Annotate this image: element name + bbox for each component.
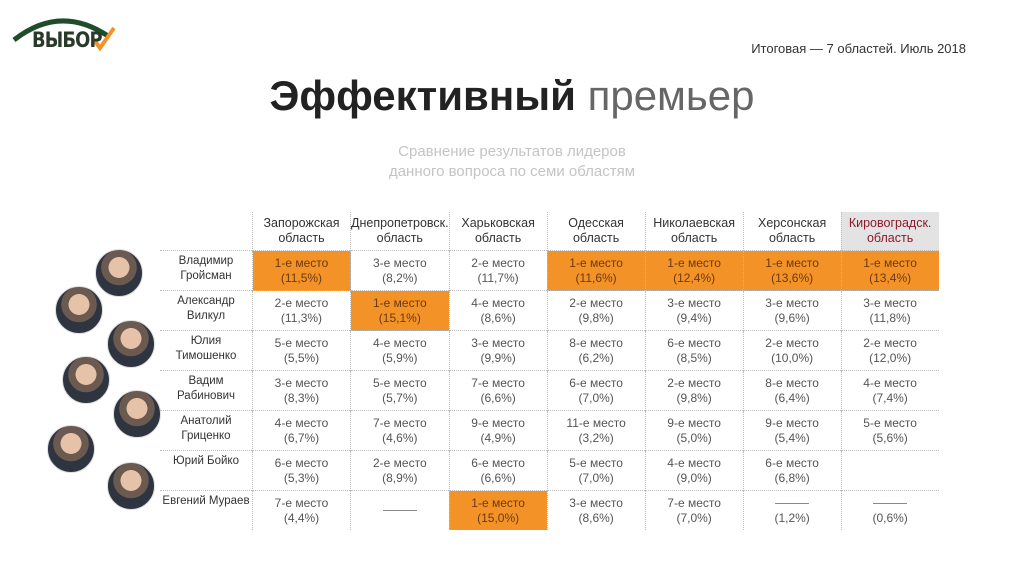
results-table: Запорожская область Днепропетровск. область… xyxy=(160,212,939,530)
result-cell: 1-е место (13,4%) xyxy=(840,250,939,291)
avatar-gritsenko xyxy=(113,390,161,438)
column-header: Харьковская область xyxy=(448,212,548,251)
avatar-tymoshenko xyxy=(107,320,155,368)
candidate-name: Евгений Мураев xyxy=(160,490,253,530)
corner-cell xyxy=(160,212,253,251)
table-row: Владимир Гройсман 1-е место (11,5%) 3-е мест… xyxy=(160,250,939,291)
result-cell: 2-е место (10,0%) xyxy=(742,330,842,371)
table-row: Вадим Рабинович 3-е место (8,3%) 5-е место (5… xyxy=(160,370,939,411)
result-cell: 7-е место (7,0%) xyxy=(644,490,744,530)
result-cell: 5-е место (5,5%) xyxy=(252,330,351,371)
result-cell: 5-е место (7,0%) xyxy=(546,450,646,491)
result-cell: 7-е место (4,4%) xyxy=(252,490,351,530)
column-header: Днепропетровск. область xyxy=(350,212,450,251)
result-cell: (1,2%) xyxy=(742,490,842,530)
column-header: Николаевская область xyxy=(644,212,744,251)
result-cell: 2-е место (9,8%) xyxy=(644,370,744,411)
no-rank-dash xyxy=(873,502,908,504)
result-cell: 3-е место (9,9%) xyxy=(448,330,548,371)
table-row: Евгений Мураев 7-е место (4,4%) 1-е место (1… xyxy=(160,490,939,530)
avatar-rabinovich xyxy=(62,356,110,404)
candidate-name: Анатолий Гриценко xyxy=(160,410,253,451)
candidate-name: Вадим Рабинович xyxy=(160,370,253,411)
result-cell: 6-е место (6,6%) xyxy=(448,450,548,491)
result-cell: 1-е место (15,0%) xyxy=(448,490,548,530)
column-header: Запорожская область xyxy=(252,212,351,251)
result-cell: 8-е место (6,4%) xyxy=(742,370,842,411)
candidate-name: Юрий Бойко xyxy=(160,450,253,491)
result-cell: 1-е место (11,5%) xyxy=(252,250,351,291)
result-cell: 2-е место (11,7%) xyxy=(448,250,548,291)
result-cell xyxy=(840,450,939,491)
result-cell: 4-е место (6,7%) xyxy=(252,410,351,451)
result-cell: 1-е место (11,6%) xyxy=(546,250,646,291)
result-cell: 1-е место (12,4%) xyxy=(644,250,744,291)
column-header: Кировоградск. область xyxy=(840,212,939,251)
result-cell: 7-е место (6,6%) xyxy=(448,370,548,411)
result-cell: 5-е место (5,6%) xyxy=(840,410,939,451)
result-cell: 4-е место (5,9%) xyxy=(350,330,450,371)
result-cell: 4-е место (9,0%) xyxy=(644,450,744,491)
result-cell: 1-е место (13,6%) xyxy=(742,250,842,291)
result-cell: 6-е место (6,8%) xyxy=(742,450,842,491)
table-row: Александр Вилкул 2-е место (11,3%) 1-е место… xyxy=(160,290,939,331)
candidate-name: Владимир Гройсман xyxy=(160,250,253,291)
result-cell: 9-е место (5,4%) xyxy=(742,410,842,451)
table-row: Юлия Тимошенко 5-е место (5,5%) 4-е место (5,… xyxy=(160,330,939,371)
page-subtitle: Сравнение результатов лидеров данного воп… xyxy=(388,143,636,180)
no-rank-dash xyxy=(382,510,417,512)
result-cell: 5-е место (5,7%) xyxy=(350,370,450,411)
result-cell: 3-е место (11,8%) xyxy=(840,290,939,331)
result-cell: 9-е место (4,9%) xyxy=(448,410,548,451)
result-cell: 2-е место (12,0%) xyxy=(840,330,939,371)
table-row: Юрий Бойко 6-е место (5,3%) 2-е место (8,9%)… xyxy=(160,450,939,491)
result-cell: 8-е место (6,2%) xyxy=(546,330,646,371)
result-cell: 6-е место (7,0%) xyxy=(546,370,646,411)
avatar-vilkul xyxy=(55,286,103,334)
result-cell: 3-е место (8,2%) xyxy=(350,250,450,291)
result-cell: 6-е место (8,5%) xyxy=(644,330,744,371)
table-row: Анатолий Гриценко 4-е место (6,7%) 7-е место… xyxy=(160,410,939,451)
vybor-logo: ВЫБОР xyxy=(10,10,120,52)
result-cell: (0,6%) xyxy=(840,490,939,530)
avatar-muraev xyxy=(107,462,155,510)
result-cell: 2-е место (9,8%) xyxy=(546,290,646,331)
candidate-name: Александр Вилкул xyxy=(160,290,253,331)
result-cell: 4-е место (8,6%) xyxy=(448,290,548,331)
result-cell: 9-е место (5,0%) xyxy=(644,410,744,451)
report-caption: Итоговая — 7 областей. Июль 2018 xyxy=(751,41,966,56)
result-cell: 2-е место (8,9%) xyxy=(350,450,450,491)
avatar-boyko xyxy=(47,425,95,473)
result-cell: 7-е место (4,6%) xyxy=(350,410,450,451)
result-cell: 3-е место (8,6%) xyxy=(546,490,646,530)
result-cell: 6-е место (5,3%) xyxy=(252,450,351,491)
result-cell: 1-е место (15,1%) xyxy=(350,290,450,331)
result-cell: 3-е место (9,6%) xyxy=(742,290,842,331)
candidate-name: Юлия Тимошенко xyxy=(160,330,253,371)
no-rank-dash xyxy=(775,502,810,504)
page-title: Эффективный премьер xyxy=(269,72,755,119)
result-cell: 2-е место (11,3%) xyxy=(252,290,351,331)
result-cell: 4-е место (7,4%) xyxy=(840,370,939,411)
result-cell: 11-е место (3,2%) xyxy=(546,410,646,451)
result-cell: 3-е место (9,4%) xyxy=(644,290,744,331)
result-cell: 3-е место (8,3%) xyxy=(252,370,351,411)
result-cell xyxy=(350,490,450,530)
column-header: Херсонская область xyxy=(742,212,842,251)
column-header: Одесская область xyxy=(546,212,646,251)
avatar-groysman xyxy=(95,249,143,297)
